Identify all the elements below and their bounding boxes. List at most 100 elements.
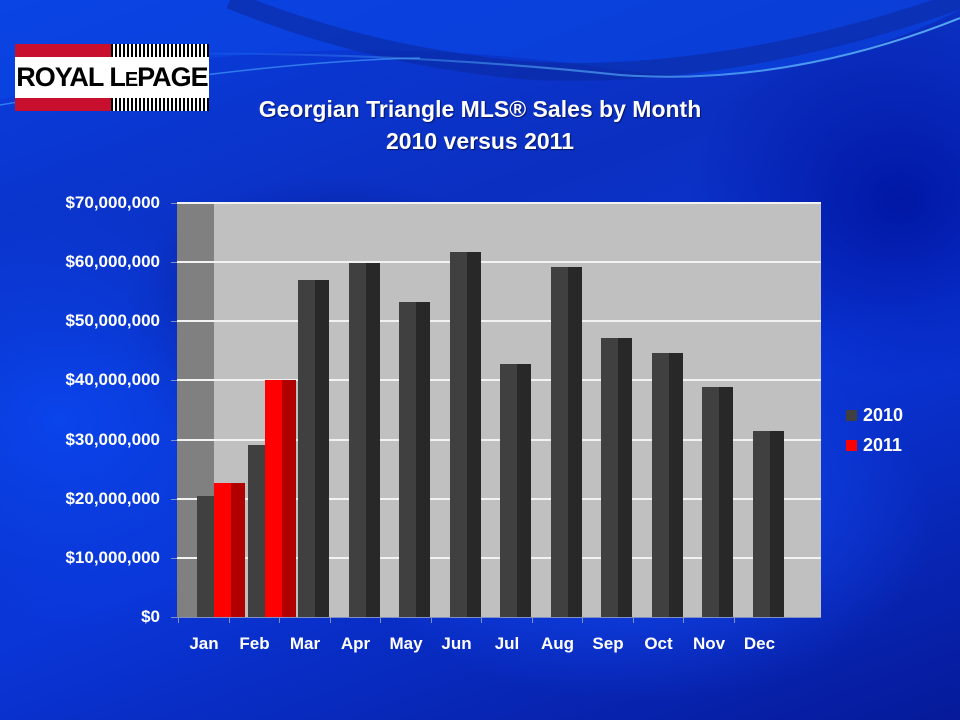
bar-front-face — [702, 386, 719, 617]
y-tick-label: $20,000,000 — [65, 488, 160, 508]
bar-2010-dec — [752, 430, 784, 617]
bar-2010-sep — [601, 337, 632, 617]
bar-side-face — [365, 262, 380, 617]
x-tick — [481, 617, 482, 623]
bar-2010-mar — [298, 279, 329, 617]
bar-front-face — [651, 352, 669, 617]
bar-front-face — [550, 266, 568, 617]
x-tick-label: Aug — [540, 634, 575, 653]
legend-label: 2011 — [863, 434, 903, 455]
bar-front-face — [247, 444, 265, 617]
x-tick — [531, 617, 533, 623]
x-tick-label: Dec — [743, 634, 776, 653]
x-tick-label: Jan — [189, 634, 219, 653]
x-tick — [329, 617, 331, 623]
bar-front-face — [214, 482, 231, 617]
x-tick — [430, 617, 432, 623]
royal-lepage-logo: ROYAL LEPAGE — [15, 44, 209, 111]
bar-2010-may — [399, 301, 430, 617]
gridline — [177, 438, 821, 441]
gridline — [177, 261, 821, 264]
bar-2011-feb — [264, 379, 296, 617]
bar-front-face — [752, 430, 770, 617]
x-tick-label: Feb — [239, 634, 270, 653]
y-tick — [171, 617, 177, 618]
x-tick — [228, 617, 230, 623]
bar-side-face — [567, 266, 582, 617]
x-axis-line — [177, 617, 821, 618]
legend: 2010 2011 — [846, 400, 903, 460]
x-tick-label: Nov — [692, 634, 726, 653]
bar-side-face — [231, 482, 245, 617]
x-tick-label: Oct — [644, 634, 673, 653]
bar-side-face — [315, 279, 329, 617]
legend-item-2011: 2011 — [846, 430, 903, 460]
logo-barcode-top — [111, 44, 209, 57]
bar-side-face — [517, 363, 531, 617]
legend-item-2010: 2010 — [846, 400, 903, 430]
bar-2010-aug — [550, 266, 582, 617]
chart-title: Georgian Triangle MLS® Sales by Month 20… — [190, 93, 770, 157]
gridline — [177, 497, 821, 500]
bar-front-face — [500, 363, 517, 617]
y-tick-label: $30,000,000 — [65, 429, 160, 449]
bar-side-face — [466, 251, 481, 617]
bar-2010-nov — [702, 386, 733, 617]
bar-front-face — [348, 262, 366, 617]
y-tick — [171, 203, 177, 204]
bar-front-face — [298, 279, 315, 617]
chart-title-line1: Georgian Triangle MLS® Sales by Month — [258, 96, 702, 122]
bar-side-face — [769, 430, 784, 617]
gridline — [177, 320, 821, 323]
x-tick-label: Mar — [289, 634, 321, 653]
x-tick — [683, 617, 684, 623]
bar-side-face — [668, 352, 683, 617]
bar-side-face — [618, 337, 632, 617]
legend-swatch-2011 — [846, 439, 857, 451]
logo-barcode-bottom — [111, 98, 209, 111]
x-tick — [178, 617, 179, 623]
x-tick-label: Sep — [592, 634, 624, 653]
y-tick-label: $10,000,000 — [65, 547, 160, 567]
bar-side-face — [281, 379, 296, 617]
y-tick-label: $50,000,000 — [65, 311, 160, 331]
plot-area — [177, 202, 821, 617]
gridline — [177, 202, 821, 204]
bar-front-face — [601, 337, 618, 617]
logo-text: ROYAL LEPAGE — [16, 62, 208, 92]
y-tick — [171, 321, 177, 323]
bar-front-face — [264, 379, 282, 617]
y-tick — [171, 262, 177, 264]
bar-2011-jan — [214, 482, 245, 617]
legend-label: 2010 — [863, 404, 904, 425]
y-tick-label: $40,000,000 — [65, 370, 160, 390]
bar-front-face — [399, 301, 416, 617]
y-tick-label: $70,000,000 — [65, 193, 160, 212]
y-tick-label: $60,000,000 — [65, 252, 160, 272]
logo-red-stripe-top — [15, 44, 111, 57]
bar-side-face — [719, 386, 733, 617]
x-tick — [582, 617, 583, 623]
x-tick-label: Apr — [340, 634, 371, 653]
x-tick — [380, 617, 381, 623]
bar-2010-oct — [651, 352, 683, 617]
y-tick — [171, 557, 177, 559]
gridline — [177, 556, 821, 559]
x-tick — [279, 617, 280, 623]
logo-red-stripe-bottom — [15, 98, 111, 111]
x-tick — [632, 617, 634, 623]
gridline — [177, 379, 821, 382]
bar-front-face — [197, 495, 214, 617]
y-tick — [171, 498, 177, 500]
x-tick — [733, 617, 735, 623]
y-tick — [171, 439, 177, 441]
y-tick-label: $0 — [141, 607, 160, 626]
legend-swatch-2010 — [846, 409, 857, 421]
x-tick-label: May — [389, 634, 423, 653]
chart-title-line2: 2010 versus 2011 — [385, 128, 574, 154]
y-tick — [171, 380, 177, 382]
bar-side-face — [416, 301, 430, 617]
x-tick-label: Jul — [494, 634, 520, 653]
bar-front-face — [449, 251, 467, 617]
x-tick-label: Jun — [441, 634, 472, 653]
